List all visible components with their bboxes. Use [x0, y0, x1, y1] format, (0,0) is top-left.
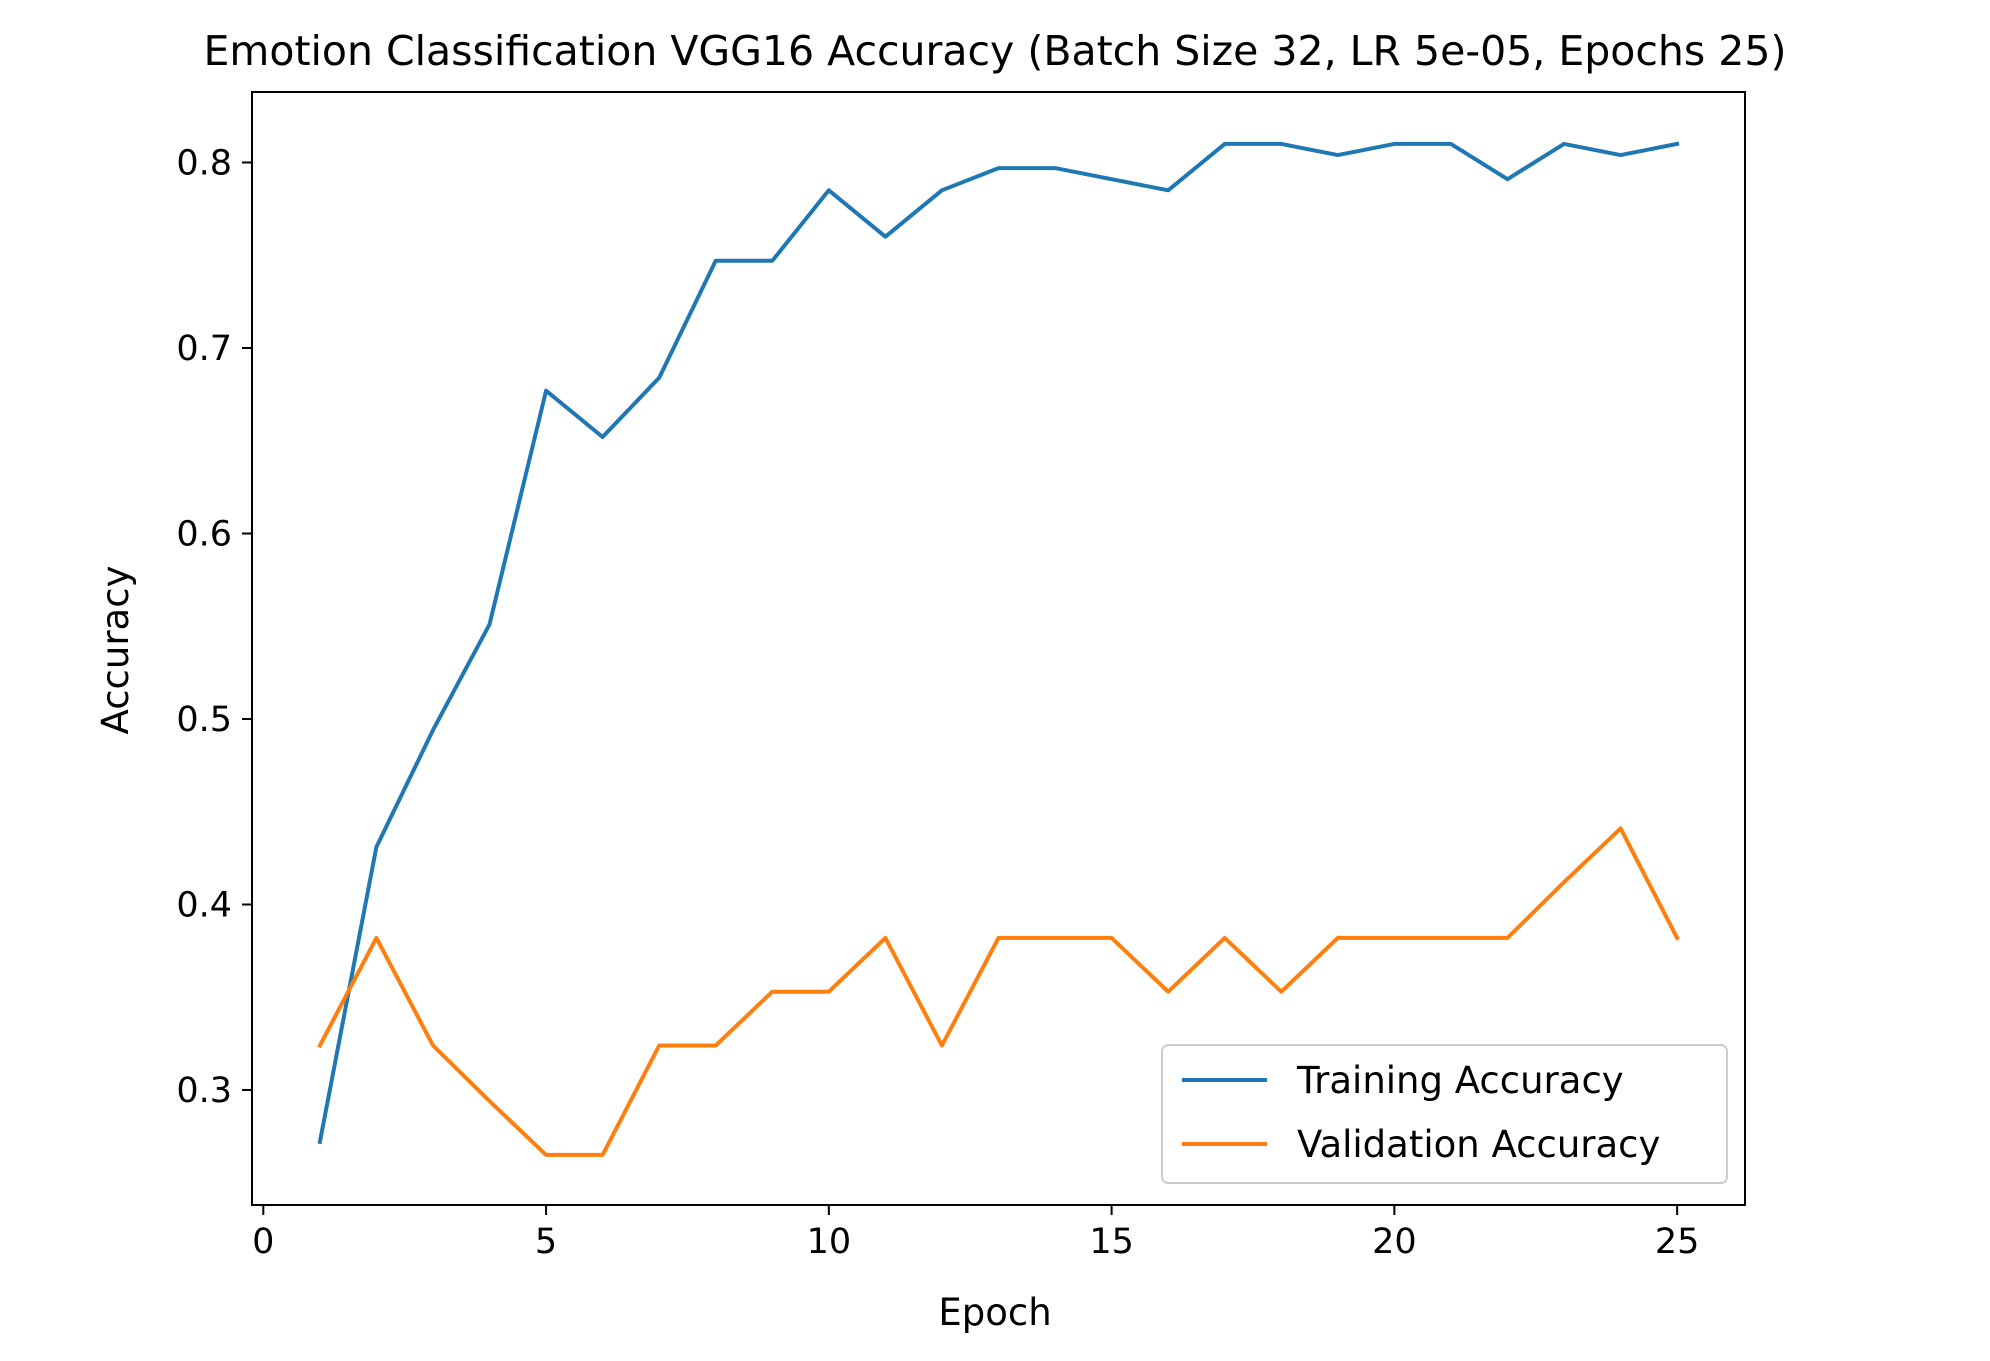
chart-title: Emotion Classification VGG16 Accuracy (B… — [204, 27, 1787, 75]
y-tick-label: 0.6 — [176, 514, 232, 554]
y-tick-label: 0.8 — [176, 143, 232, 183]
y-tick-label: 0.4 — [176, 885, 232, 925]
y-tick-label: 0.5 — [176, 700, 232, 740]
y-tick-label: 0.3 — [176, 1071, 232, 1111]
series-line-1 — [317, 141, 1680, 1145]
x-axis-label: Epoch — [938, 1291, 1051, 1334]
legend-label-1: Training Accuracy — [1296, 1059, 1624, 1102]
x-tick-label: 10 — [807, 1222, 852, 1262]
legend: Training Accuracy Validation Accuracy — [1161, 1044, 1728, 1184]
plot-area: 0 5 10 15 20 25 0.3 0.4 0.5 0.6 0.7 0.8 — [176, 91, 1746, 1262]
x-tick-label: 15 — [1089, 1222, 1134, 1262]
x-tick-label: 25 — [1655, 1222, 1700, 1262]
axes-frame — [251, 91, 1746, 1206]
x-tick-label: 20 — [1372, 1222, 1417, 1262]
legend-label-2: Validation Accuracy — [1297, 1123, 1660, 1166]
x-tick-label: 5 — [535, 1222, 557, 1262]
y-axis-label: Accuracy — [94, 566, 137, 735]
legend-box — [1161, 1044, 1728, 1184]
series-line-2 — [317, 826, 1680, 1157]
x-tick-label: 0 — [252, 1222, 274, 1262]
y-tick-label: 0.7 — [176, 329, 232, 369]
